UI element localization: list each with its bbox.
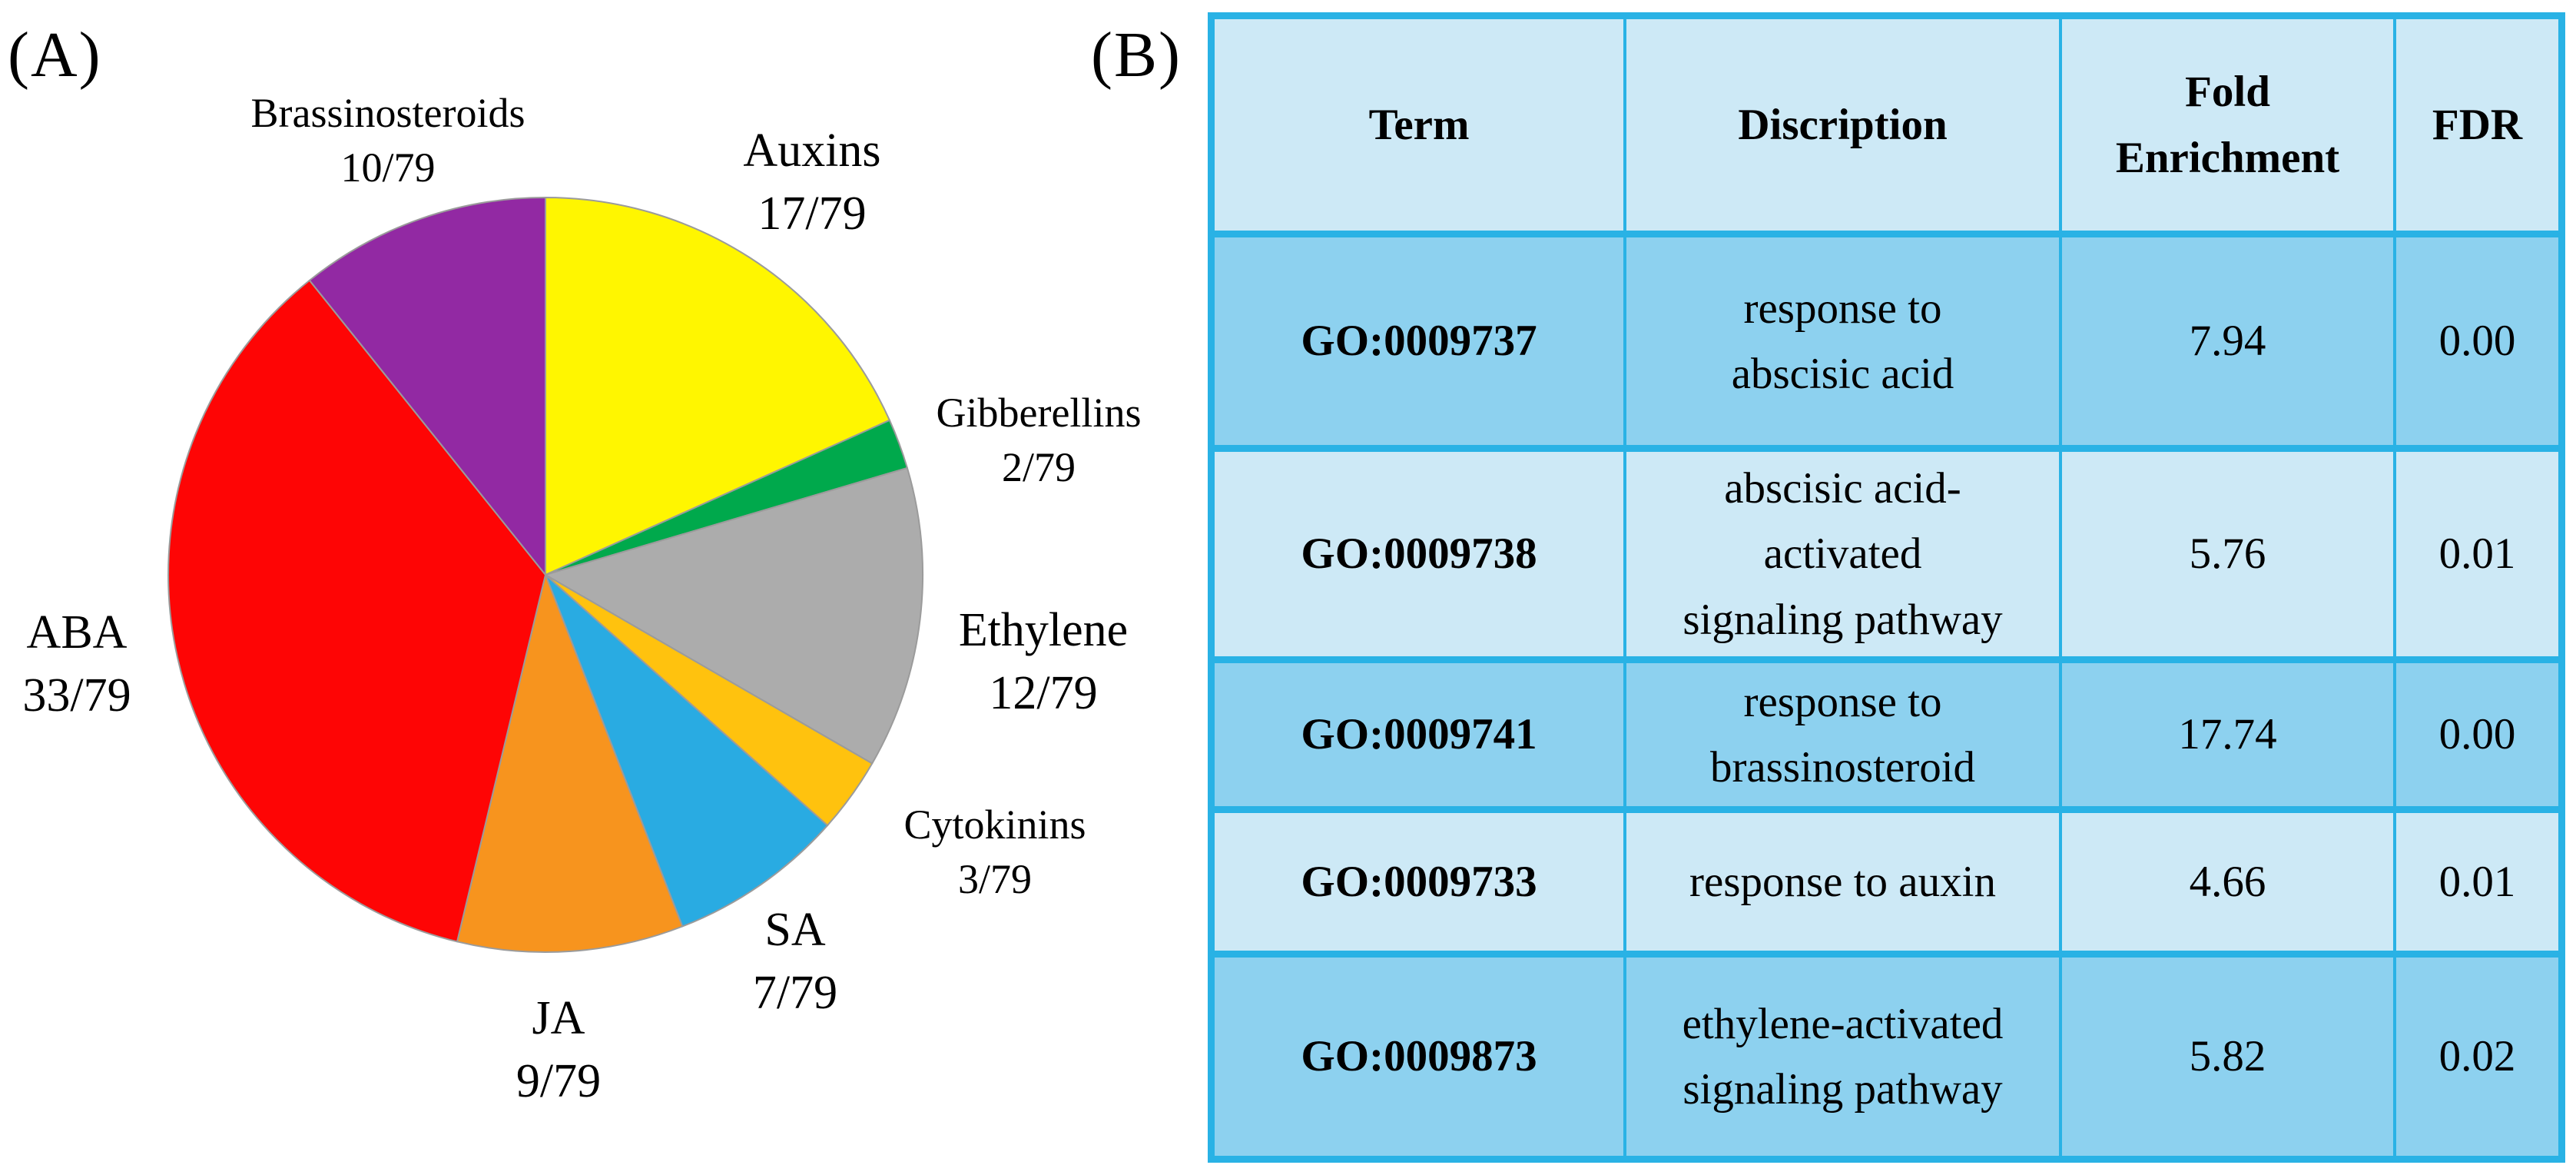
pie-slice-ja	[456, 574, 684, 953]
pie-slice-brassinosteroids	[308, 197, 546, 576]
cell-description-row3: response to brassinosteroid	[1626, 663, 2059, 806]
pie-label-name: Auxins	[743, 124, 881, 177]
pie-slice-sa	[545, 574, 829, 928]
pie-label-sa: SA 7/79	[565, 899, 1026, 1025]
cell-term-row3: GO:0009741	[1215, 663, 1623, 806]
go-term-table: Term Discription Fold Enrichment FDR GO:0009…	[1208, 12, 2565, 1163]
pie-label-brassinosteroids: Brassinosteroids 10/79	[157, 86, 618, 196]
pie-label-name: JA	[532, 992, 585, 1044]
pie-label-name: Ethylene	[958, 604, 1129, 656]
pie-label-aba: ABA 33/79	[0, 602, 307, 728]
pie-label-name: Brassinosteroids	[250, 90, 525, 136]
header-cell-term: Term	[1215, 19, 1623, 231]
cell-term-row1: GO:0009737	[1215, 237, 1623, 445]
cell-fdr-row4: 0.01	[2396, 813, 2558, 951]
header-cell-fold-enrichment: Fold Enrichment	[2062, 19, 2393, 231]
header-cell-description: Discription	[1626, 19, 2059, 231]
cell-description-row2: abscisic acid- activated signaling pathw…	[1626, 452, 2059, 656]
pie-label-name: Gibberellins	[936, 390, 1142, 436]
header-cell-fdr: FDR	[2396, 19, 2558, 231]
pie-label-fraction: 7/79	[752, 966, 838, 1019]
pie-label-fraction: 12/79	[989, 666, 1098, 719]
pie-slice-auxins	[545, 197, 890, 576]
pie-label-name: Cytokinins	[903, 802, 1086, 848]
pie-label-fraction: 17/79	[758, 187, 867, 240]
cell-fold-enrichment-row2: 5.76	[2062, 452, 2393, 656]
pie-slice-ethylene	[545, 466, 923, 765]
cell-fdr-row1: 0.00	[2396, 237, 2558, 445]
pie-label-fraction: 33/79	[22, 669, 131, 722]
panel-b-label: (B)	[1091, 19, 1182, 91]
cell-description-row5: ethylene-activated signaling pathway	[1626, 958, 2059, 1156]
cell-term-row4: GO:0009733	[1215, 813, 1623, 951]
cell-fold-enrichment-row5: 5.82	[2062, 958, 2393, 1156]
cell-term-row5: GO:0009873	[1215, 958, 1623, 1156]
pie-label-fraction: 9/79	[516, 1054, 602, 1107]
pie-label-fraction: 2/79	[1001, 444, 1076, 491]
pie-label-fraction: 10/79	[340, 144, 436, 191]
cell-fdr-row5: 0.02	[2396, 958, 2558, 1156]
pie-label-ethylene: Ethylene 12/79	[813, 599, 1274, 725]
pie-label-name: ABA	[26, 606, 128, 659]
cell-description-row4: response to auxin	[1626, 813, 2059, 951]
pie-slice-aba	[167, 279, 546, 943]
cell-fdr-row3: 0.00	[2396, 663, 2558, 806]
cell-fold-enrichment-row3: 17.74	[2062, 663, 2393, 806]
panel-a-label: (A)	[8, 19, 102, 91]
cell-description-row1: response to abscisic acid	[1626, 237, 2059, 445]
cell-fold-enrichment-row4: 4.66	[2062, 813, 2393, 951]
pie-label-gibberellins: Gibberellins 2/79	[808, 386, 1269, 496]
cell-term-row2: GO:0009738	[1215, 452, 1623, 656]
cell-fdr-row2: 0.01	[2396, 452, 2558, 656]
pie-label-fraction: 3/79	[957, 856, 1032, 903]
pie-label-ja: JA 9/79	[328, 987, 789, 1114]
pie-label-auxins: Auxins 17/79	[582, 120, 1043, 246]
cell-fold-enrichment-row1: 7.94	[2062, 237, 2393, 445]
pie-label-cytokinins: Cytokinins 3/79	[764, 798, 1225, 908]
pie-label-name: SA	[764, 904, 826, 956]
